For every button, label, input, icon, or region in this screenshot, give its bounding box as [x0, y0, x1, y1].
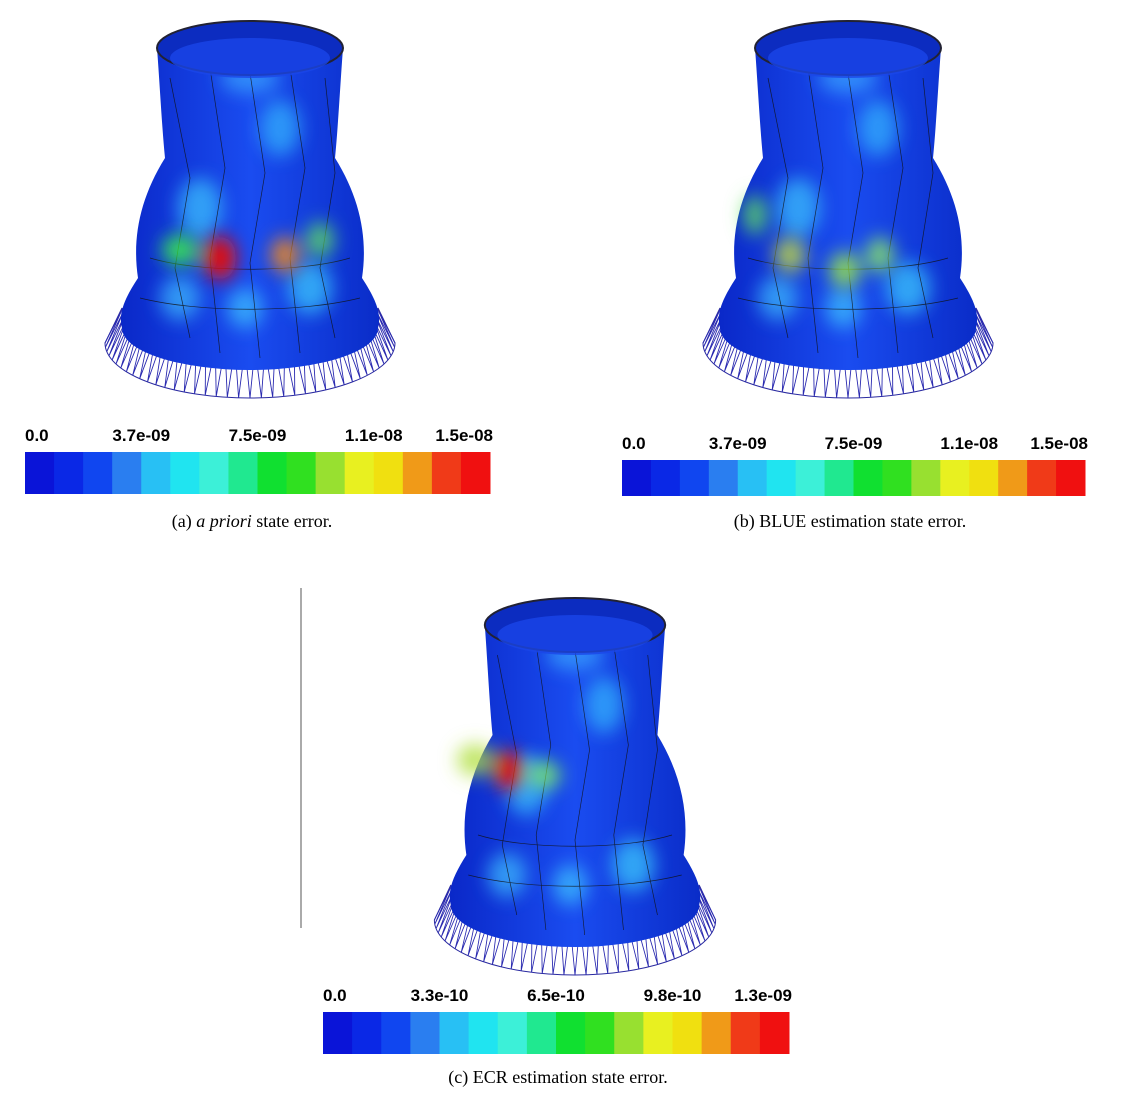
caption: (c) ECR estimation state error. — [448, 1067, 667, 1088]
colorbar-segment — [373, 452, 404, 494]
colorbar-segment — [998, 460, 1028, 496]
colorbar-label: 7.5e-09 — [825, 434, 883, 453]
colorbar-label: 1.5e-08 — [1030, 434, 1088, 453]
tower-render — [434, 598, 715, 975]
colorbar-segment — [622, 460, 652, 496]
colorbar-segment — [650, 460, 681, 496]
colorbar-segment — [381, 1012, 411, 1054]
hotspots — [743, 195, 894, 288]
colorbar-segment — [141, 452, 171, 494]
colorbar-label: 0.0 — [25, 426, 49, 445]
colorbar-segment — [83, 452, 113, 494]
hotspots — [162, 222, 334, 280]
caption-text: state error. — [256, 511, 332, 531]
caption-label: (a) — [172, 511, 192, 532]
colorbar-segment — [701, 1012, 732, 1054]
caption-emphasis: a priori — [196, 511, 252, 531]
colorbar-segment — [940, 460, 970, 496]
colorbar-segment — [1027, 460, 1057, 496]
caption: (b) BLUE estimation state error. — [734, 511, 966, 532]
colorbar-segment — [556, 1012, 586, 1054]
colorbar-segment — [54, 452, 84, 494]
colorbar-segment — [25, 452, 55, 494]
colorbar-segment — [969, 460, 999, 496]
hotspots — [457, 744, 561, 790]
colorbar-segment — [497, 1012, 528, 1054]
colorbar-label: 6.5e-10 — [527, 986, 585, 1005]
colorbar-label: 1.3e-09 — [734, 986, 792, 1005]
colorbar-segment — [286, 452, 317, 494]
colorbar-segment — [402, 452, 433, 494]
colorbar-segment — [526, 1012, 557, 1054]
colorbar-segment — [730, 1012, 761, 1054]
colorbar-label: 1.5e-08 — [435, 426, 493, 445]
panel-b: 0.0 3.7e-09 7.5e-09 1.1e-08 1.5e-08 (b) BLUE… — [622, 21, 1088, 532]
colorbar-segment — [737, 460, 768, 496]
colorbar-segment — [170, 452, 200, 494]
colorbar-label: 3.3e-10 — [411, 986, 469, 1005]
colorbar-segment — [708, 460, 739, 496]
colorbar-segment — [352, 1012, 382, 1054]
tower-render — [105, 21, 395, 398]
colorbar-segment — [439, 1012, 470, 1054]
colorbar-segment — [460, 452, 491, 494]
colorbar: 0.0 3.3e-10 6.5e-10 9.8e-10 1.3e-09 — [323, 986, 792, 1054]
colorbar-segment — [410, 1012, 440, 1054]
colorbar-label: 1.1e-08 — [345, 426, 403, 445]
colorbar: 0.0 3.7e-09 7.5e-09 1.1e-08 1.5e-08 — [622, 434, 1088, 496]
caption-text: BLUE estimation state error. — [759, 511, 966, 531]
colorbar-segment — [323, 1012, 353, 1054]
colorbar-segment — [228, 452, 258, 494]
colorbar-label: 7.5e-09 — [229, 426, 287, 445]
colorbar-segment — [1056, 460, 1086, 496]
colorbar-segment — [853, 460, 883, 496]
colorbar-label: 3.7e-09 — [709, 434, 767, 453]
panel-c: 0.0 3.3e-10 6.5e-10 9.8e-10 1.3e-09 (c) ECR … — [300, 588, 792, 1088]
colorbar-label: 3.7e-09 — [112, 426, 170, 445]
caption-label: (c) — [448, 1067, 468, 1088]
colorbar-segment — [759, 1012, 790, 1054]
colorbar-segment — [315, 452, 346, 494]
colorbar-segment — [431, 452, 462, 494]
colorbar-segment — [468, 1012, 499, 1054]
caption-text: ECR estimation state error. — [473, 1067, 668, 1087]
colorbar-segment — [344, 452, 375, 494]
colorbar-segment — [614, 1012, 644, 1054]
colorbar-segment — [643, 1012, 673, 1054]
colorbar-segment — [766, 460, 797, 496]
colorbar-label: 0.0 — [622, 434, 646, 453]
colorbar-segment — [112, 452, 142, 494]
colorbar-segment — [795, 460, 826, 496]
colorbar-segment — [585, 1012, 615, 1054]
colorbar-segment — [672, 1012, 703, 1054]
colorbar-segment — [257, 452, 288, 494]
colorbar-segment — [882, 460, 912, 496]
colorbar: 0.0 3.7e-09 7.5e-09 1.1e-08 1.5e-08 — [25, 426, 493, 494]
colorbar-label: 1.1e-08 — [940, 434, 998, 453]
colorbar-segment — [911, 460, 941, 496]
colorbar-segment — [199, 452, 229, 494]
caption-label: (b) — [734, 511, 755, 532]
panel-a: 0.0 3.7e-09 7.5e-09 1.1e-08 1.5e-08 (a) a pr… — [25, 21, 493, 532]
colorbar-label: 0.0 — [323, 986, 347, 1005]
colorbar-label: 9.8e-10 — [644, 986, 702, 1005]
caption: (a) a priori state error. — [172, 511, 332, 532]
colorbar-segment — [679, 460, 710, 496]
colorbar-segment — [824, 460, 854, 496]
